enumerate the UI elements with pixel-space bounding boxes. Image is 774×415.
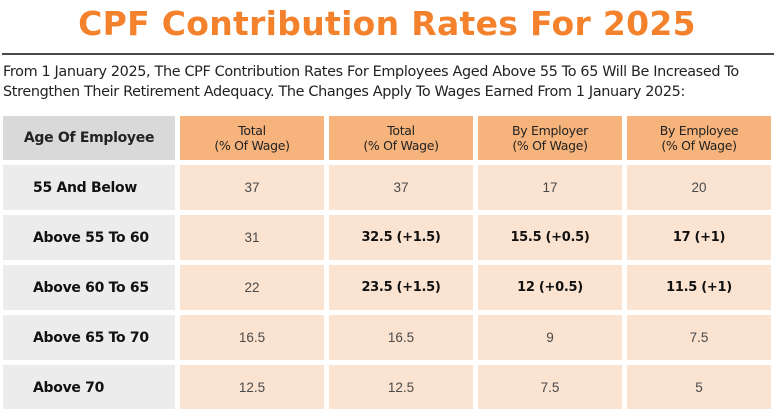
- row-60-65-total-2: 23.5 (+1.5): [329, 265, 473, 310]
- row-age-above-60-to-65: Above 60 To 65: [3, 265, 175, 310]
- header-by-employee: By Employee (% Of Wage): [627, 116, 771, 160]
- row-55-and-below-total-1: 37: [180, 165, 324, 210]
- title-divider: [2, 53, 774, 55]
- row-55-60-total-1: 31: [180, 215, 324, 260]
- header-by-employee-unit: (% Of Wage): [661, 138, 737, 153]
- row-65-70-total-1: 16.5: [180, 315, 324, 360]
- row-55-60-employer: 15.5 (+0.5): [478, 215, 622, 260]
- header-total-1-title: Total: [238, 123, 266, 138]
- row-65-70-total-2: 16.5: [329, 315, 473, 360]
- intro-paragraph: From 1 January 2025, The CPF Contributio…: [3, 62, 773, 102]
- row-55-60-total-2: 32.5 (+1.5): [329, 215, 473, 260]
- intro-line-2: Strengthen Their Retirement Adequacy. Th…: [3, 84, 685, 100]
- row-age-55-and-below: 55 And Below: [3, 165, 175, 210]
- bottom-edge: [0, 409, 774, 415]
- row-55-60-employee: 17 (+1): [627, 215, 771, 260]
- row-65-70-employer: 9: [478, 315, 622, 360]
- header-total-1: Total (% Of Wage): [180, 116, 324, 160]
- header-by-employer-title: By Employer: [511, 123, 588, 138]
- row-age-above-55-to-60: Above 55 To 60: [3, 215, 175, 260]
- header-total-2: Total (% Of Wage): [329, 116, 473, 160]
- header-age-of-employee: Age Of Employee: [3, 116, 175, 160]
- header-by-employer: By Employer (% Of Wage): [478, 116, 622, 160]
- row-above-70-employee: 5: [627, 365, 771, 410]
- row-age-above-65-to-70: Above 65 To 70: [3, 315, 175, 360]
- header-by-employer-unit: (% Of Wage): [512, 138, 588, 153]
- row-60-65-total-1: 22: [180, 265, 324, 310]
- row-60-65-employee: 11.5 (+1): [627, 265, 771, 310]
- page-title: CPF Contribution Rates For 2025: [78, 4, 696, 43]
- row-above-70-total-1: 12.5: [180, 365, 324, 410]
- row-55-and-below-total-2: 37: [329, 165, 473, 210]
- contribution-rates-table: Age Of Employee Total (% Of Wage) Total …: [3, 116, 771, 410]
- header-total-1-unit: (% Of Wage): [214, 138, 290, 153]
- header-total-2-unit: (% Of Wage): [363, 138, 439, 153]
- intro-line-1: From 1 January 2025, The CPF Contributio…: [3, 64, 739, 80]
- row-above-70-total-2: 12.5: [329, 365, 473, 410]
- header-by-employee-title: By Employee: [659, 123, 739, 138]
- row-age-above-70: Above 70: [3, 365, 175, 410]
- row-55-and-below-employer: 17: [478, 165, 622, 210]
- row-above-70-employer: 7.5: [478, 365, 622, 410]
- row-55-and-below-employee: 20: [627, 165, 771, 210]
- header-total-2-title: Total: [387, 123, 415, 138]
- row-65-70-employee: 7.5: [627, 315, 771, 360]
- row-60-65-employer: 12 (+0.5): [478, 265, 622, 310]
